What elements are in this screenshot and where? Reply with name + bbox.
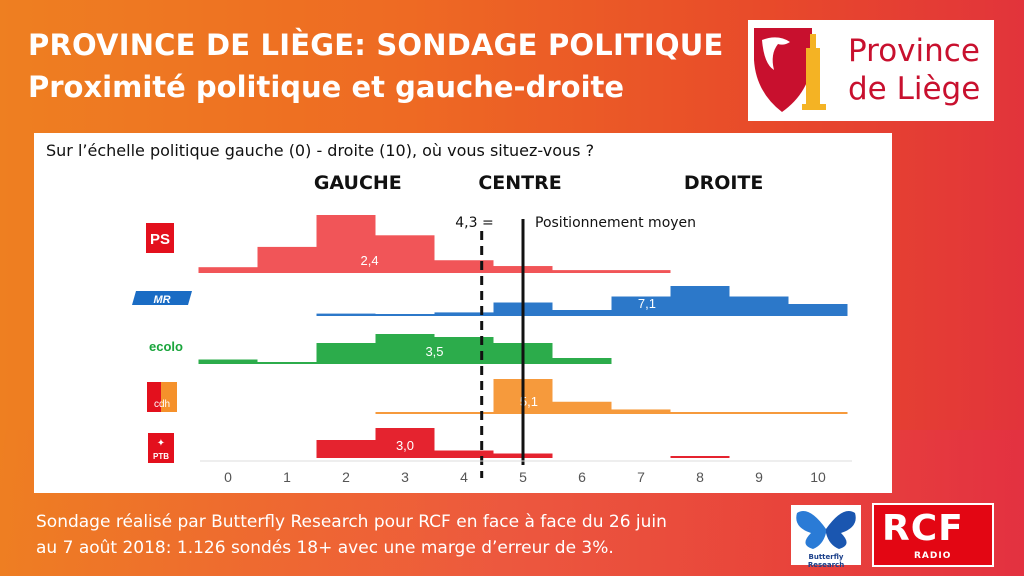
footer-note: Sondage réalisé par Butterfly Research p… — [36, 509, 667, 561]
bar-ecolo-6 — [552, 358, 612, 364]
zone-label-droite: DROITE — [684, 172, 764, 194]
mean-value-label: 4,3 = — [455, 215, 493, 231]
bar-ecolo-4 — [434, 337, 494, 364]
bar-ps-0 — [198, 267, 258, 273]
footer-line1: Sondage réalisé par Butterfly Research p… — [36, 512, 667, 532]
bar-ps-1 — [257, 246, 317, 273]
rcf-sublabel: RADIO — [914, 551, 952, 561]
bar-cdh-9 — [729, 412, 789, 414]
x-tick-4: 4 — [460, 469, 468, 485]
bar-mr-2 — [316, 313, 376, 316]
bar-mr-7 — [611, 296, 671, 316]
bar-ps-3 — [375, 235, 435, 273]
rcf-logo: RCF RADIO — [872, 503, 994, 567]
mean-label-mr: 7,1 — [638, 296, 656, 311]
x-tick-3: 3 — [401, 469, 409, 485]
svg-text:PS: PS — [150, 231, 170, 248]
svg-text:ecolo: ecolo — [149, 339, 183, 354]
bar-mr-10 — [788, 304, 848, 316]
bar-cdh-8 — [670, 412, 730, 414]
bar-ptb-4 — [434, 450, 494, 458]
cdh-logo-icon: cdh — [147, 382, 177, 412]
page-title: PROVINCE DE LIÈGE: SONDAGE POLITIQUE — [28, 28, 724, 62]
mean-description-label: Positionnement moyen — [535, 215, 696, 231]
mean-label-ecolo: 3,5 — [425, 344, 443, 359]
bar-ps-6 — [552, 270, 612, 273]
bar-mr-4 — [434, 312, 494, 316]
bar-cdh-10 — [788, 412, 848, 414]
chart-svg: PS MR ecolo cdh PTB ✦ GAUCHE CENTRE DROITE… — [132, 172, 852, 485]
x-tick-5: 5 — [519, 469, 527, 485]
x-tick-10: 10 — [810, 469, 826, 485]
rcf-label: RCF — [882, 508, 964, 549]
zone-label-gauche: GAUCHE — [314, 172, 402, 194]
mean-label-ptb: 3,0 — [396, 438, 414, 453]
bar-mr-3 — [375, 314, 435, 316]
bar-mr-8 — [670, 286, 730, 316]
logo-line2: de Liège — [848, 71, 981, 107]
bar-ecolo-0 — [198, 359, 258, 364]
chart-question: Sur l’échelle politique gauche (0) - dro… — [46, 141, 595, 160]
mr-logo-icon: MR — [132, 291, 192, 306]
butterfly-research-logo: Butterfly Research — [791, 505, 861, 569]
mean-label-ps: 2,4 — [361, 253, 379, 268]
x-tick-0: 0 — [224, 469, 232, 485]
x-tick-7: 7 — [637, 469, 645, 485]
ecolo-logo-icon: ecolo — [149, 339, 183, 354]
butterfly-icon — [796, 511, 856, 549]
chart-panel: Sur l’échelle politique gauche (0) - dro… — [34, 133, 892, 493]
x-tick-1: 1 — [283, 469, 291, 485]
x-tick-6: 6 — [578, 469, 586, 485]
butterfly-label: Butterfly Research — [807, 553, 845, 569]
province-logo: Province de Liège — [748, 20, 994, 121]
bar-ps-2 — [316, 215, 376, 273]
bar-cdh-7 — [611, 409, 671, 414]
province-emblem-icon — [754, 28, 826, 112]
ps-logo-icon: PS — [146, 223, 174, 253]
bar-ptb-2 — [316, 440, 376, 458]
svg-text:✦: ✦ — [157, 438, 165, 449]
bar-ptb-3 — [375, 428, 435, 458]
bar-cdh-6 — [552, 401, 612, 414]
x-tick-2: 2 — [342, 469, 350, 485]
svg-text:PTB: PTB — [153, 452, 169, 461]
bar-ps-4 — [434, 260, 494, 273]
bar-ecolo-2 — [316, 343, 376, 364]
x-tick-8: 8 — [696, 469, 704, 485]
svg-text:MR: MR — [153, 294, 170, 306]
page-subtitle: Proximité politique et gauche-droite — [28, 70, 625, 104]
zone-label-centre: CENTRE — [478, 172, 561, 194]
bar-ecolo-1 — [257, 362, 317, 364]
bar-ps-7 — [611, 270, 671, 273]
x-tick-9: 9 — [755, 469, 763, 485]
footer-line2: au 7 août 2018: 1.126 sondés 18+ avec un… — [36, 538, 614, 558]
bar-ptb-8 — [670, 456, 730, 458]
bar-cdh-3 — [375, 412, 435, 414]
bar-ecolo-3 — [375, 334, 435, 364]
svg-text:cdh: cdh — [154, 399, 170, 410]
ptb-logo-icon: PTB ✦ — [148, 433, 174, 463]
bar-mr-9 — [729, 296, 789, 316]
logo-line1: Province — [848, 33, 980, 69]
bar-mr-6 — [552, 310, 612, 316]
bar-cdh-4 — [434, 412, 494, 414]
